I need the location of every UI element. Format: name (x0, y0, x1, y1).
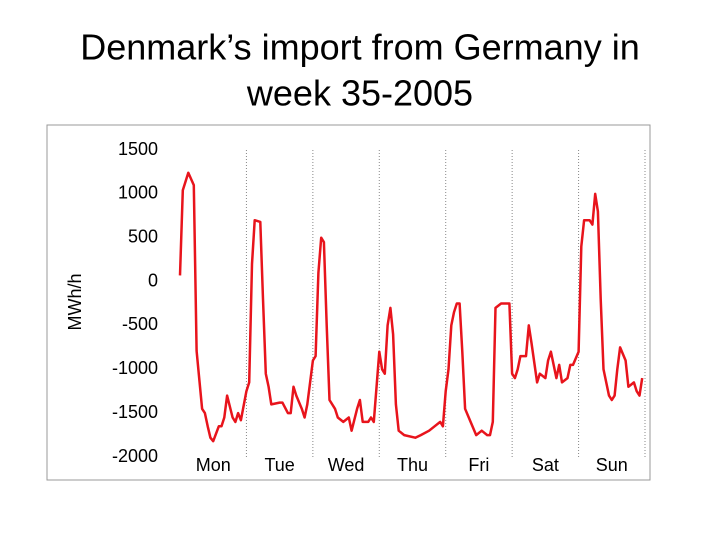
x-tick-label: Tue (264, 455, 294, 475)
y-tick-label: 0 (148, 270, 158, 290)
x-tick-label: Sun (596, 455, 628, 475)
y-tick-label: 500 (128, 226, 158, 246)
x-tick-label: Mon (196, 455, 231, 475)
y-tick-label: -2000 (112, 446, 158, 466)
y-tick-label: 1000 (118, 183, 158, 203)
title-line: week 35-2005 (246, 73, 473, 114)
x-tick-label: Wed (328, 455, 365, 475)
y-tick-label: -1500 (112, 402, 158, 422)
x-tick-label: Fri (468, 455, 489, 475)
data-line (178, 171, 644, 443)
chart-frame (46, 124, 651, 481)
x-tick-label: Sat (532, 455, 559, 475)
title-line: Denmark’s import from Germany in (80, 27, 639, 68)
x-tick-label: Thu (397, 455, 428, 475)
y-axis-label: MWh/h (65, 273, 85, 330)
y-tick-label: -1000 (112, 358, 158, 378)
y-tick-label: -500 (122, 314, 158, 334)
y-tick-label: 1500 (118, 139, 158, 159)
